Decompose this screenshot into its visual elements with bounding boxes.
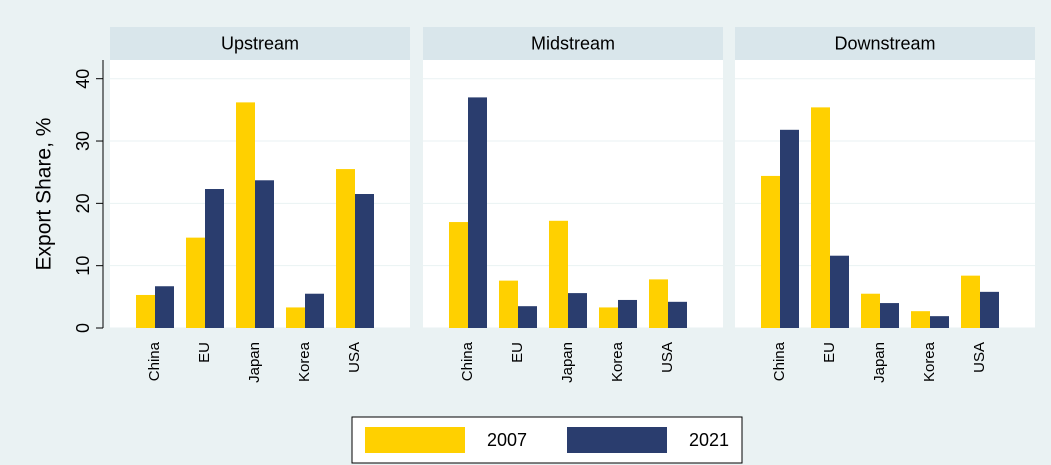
bar [761, 175, 780, 328]
x-tick-label: Korea [609, 341, 626, 382]
x-tick-label: Japan [871, 342, 888, 383]
bar [861, 293, 880, 328]
x-tick-label: EU [509, 342, 526, 363]
x-tick-label: Japan [246, 342, 263, 383]
bar [518, 306, 537, 328]
x-tick-label: Korea [296, 341, 313, 382]
y-tick-label: 0 [73, 323, 93, 333]
bar [780, 129, 799, 328]
y-tick-label: 10 [73, 256, 93, 276]
x-tick-label: Korea [921, 341, 938, 382]
bar [255, 180, 274, 328]
x-tick-label: USA [971, 342, 988, 373]
bar [549, 220, 568, 328]
bar [668, 301, 687, 328]
y-tick-label: 40 [73, 69, 93, 89]
bar [649, 279, 668, 328]
panel-header [110, 27, 410, 60]
x-tick-label: China [459, 341, 476, 381]
bar [568, 293, 587, 328]
legend-swatch [365, 427, 465, 453]
bar [980, 291, 999, 328]
bar [599, 307, 618, 328]
panel-title: Upstream [221, 33, 299, 53]
bar [618, 299, 637, 328]
bar [186, 237, 205, 328]
bar [155, 286, 174, 328]
bar [136, 294, 155, 328]
bar [880, 303, 899, 328]
bar [336, 169, 355, 328]
x-tick-label: USA [659, 342, 676, 373]
x-tick-label: USA [346, 342, 363, 373]
legend-label: 2007 [487, 430, 527, 450]
bar [305, 293, 324, 328]
bar [830, 255, 849, 328]
y-tick-label: 30 [73, 131, 93, 151]
bar [468, 97, 487, 328]
x-tick-label: EU [196, 342, 213, 363]
bar [961, 275, 980, 328]
legend-box [351, 416, 743, 464]
x-tick-label: China [771, 341, 788, 381]
bar [286, 307, 305, 328]
bar [499, 280, 518, 328]
bar [911, 311, 930, 328]
bar [236, 102, 255, 328]
bar [205, 189, 224, 328]
x-tick-label: Japan [559, 342, 576, 383]
bar [355, 194, 374, 328]
y-axis-label: Export Share, % [33, 118, 56, 271]
bar [930, 316, 949, 328]
x-tick-label: China [146, 341, 163, 381]
y-tick-label: 20 [73, 193, 93, 213]
bar [449, 222, 468, 328]
legend-swatch [567, 427, 667, 453]
x-tick-label: EU [821, 342, 838, 363]
panel-header [423, 27, 723, 60]
panel-title: Downstream [834, 33, 935, 53]
bar [811, 107, 830, 329]
legend-label: 2021 [689, 430, 729, 450]
panel-header [735, 27, 1035, 60]
panel-title: Midstream [531, 33, 615, 53]
